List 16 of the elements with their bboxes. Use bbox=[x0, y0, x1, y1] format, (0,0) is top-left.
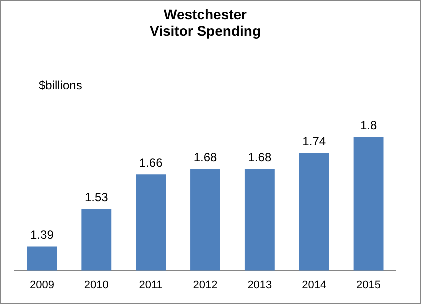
data-label: 1.66 bbox=[139, 156, 164, 170]
x-tick-label: 2011 bbox=[139, 279, 163, 292]
data-label: 1.68 bbox=[194, 150, 218, 165]
x-tick-label: 2012 bbox=[193, 279, 218, 292]
x-tick-label: 2014 bbox=[302, 279, 327, 292]
data-label: 1.8 bbox=[360, 118, 378, 133]
data-label: 1.74 bbox=[302, 134, 326, 149]
chart-title: Westchester Visitor Spending bbox=[150, 6, 261, 40]
x-tick-label: 2010 bbox=[84, 279, 109, 292]
x-tick-label: 2009 bbox=[30, 279, 54, 292]
data-label: 1.68 bbox=[248, 150, 272, 165]
y-axis-title: $billions bbox=[39, 78, 82, 92]
data-label: 1.39 bbox=[30, 228, 54, 242]
x-tick-label: 2015 bbox=[356, 279, 382, 292]
x-tick-label: 2013 bbox=[248, 279, 272, 292]
data-label: 1.53 bbox=[84, 190, 109, 205]
